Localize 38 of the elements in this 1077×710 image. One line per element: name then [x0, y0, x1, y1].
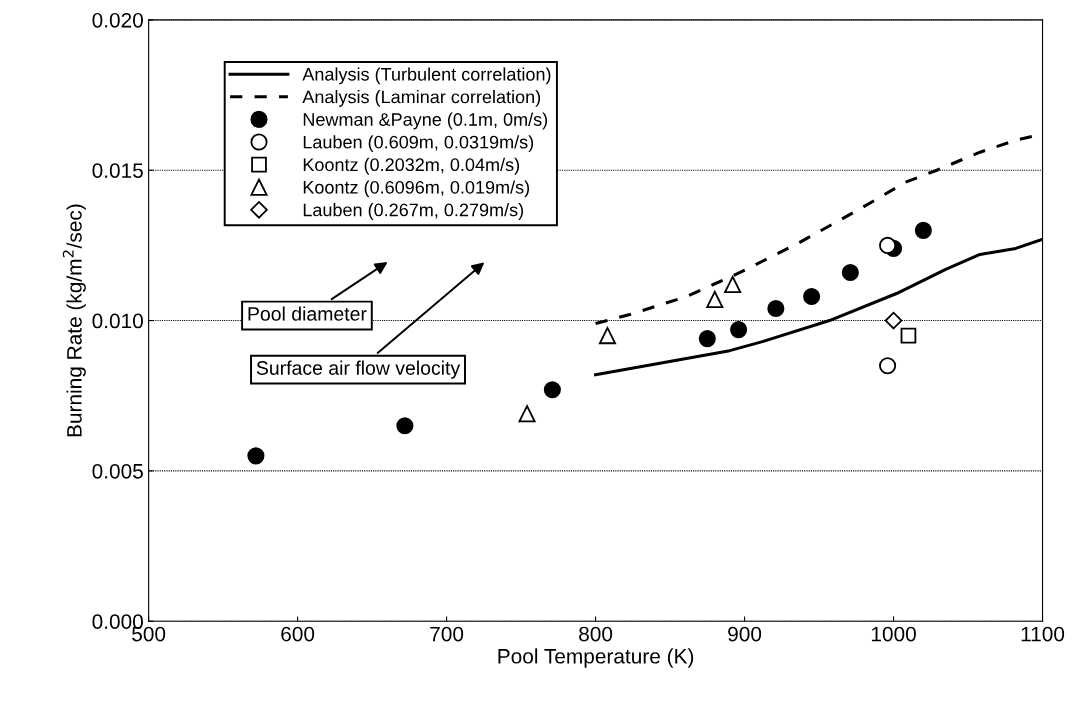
- y-axis-title: Burning Rate (kg/m$^{2}$/sec): [62, 204, 86, 437]
- legend-label: Koontz (0.2032m, 0.04m/s): [303, 157, 519, 175]
- point: [900, 327, 917, 344]
- point: [730, 321, 748, 339]
- legend-label: Lauben (0.267m, 0.279m/s): [303, 203, 524, 220]
- x-tick-label: 700: [430, 626, 464, 642]
- x-axis-title: Pool Temperature (K): [498, 648, 694, 668]
- legend-label: Lauben (0.609m, 0.0319m/s): [303, 135, 534, 153]
- x-tick-label: 600: [281, 626, 315, 642]
- point: [879, 236, 897, 254]
- point: [884, 311, 903, 330]
- point: [598, 327, 617, 345]
- point: [879, 357, 897, 375]
- point: [803, 287, 821, 306]
- legend-label: Analysis (Turbulent correlation): [302, 67, 551, 85]
- x-tick-label: 800: [579, 626, 613, 642]
- legend-label: Newman &Payne (0.1m, 0m/s): [303, 112, 548, 130]
- legend-label: Analysis (Laminar correlation): [302, 90, 541, 107]
- x-tick-label: 1000: [871, 626, 916, 642]
- point: [518, 405, 536, 423]
- annotation: Surface air flow velocity: [256, 360, 461, 379]
- legend-label: Koontz (0.6096m, 0.019m/s): [303, 180, 530, 198]
- point: [247, 447, 265, 465]
- point: [914, 221, 932, 239]
- x-tick-label: 900: [728, 626, 762, 642]
- y-tick-label: 0.020: [92, 12, 143, 28]
- annotation: Pool diameter: [248, 306, 367, 321]
- point: [543, 381, 561, 399]
- point: [706, 290, 724, 309]
- point: [396, 417, 414, 435]
- point: [767, 299, 785, 318]
- point: [724, 275, 742, 294]
- point: [698, 330, 716, 348]
- y-tick-label: 0.005: [92, 463, 143, 479]
- y-tick-label: 0.010: [92, 313, 143, 329]
- x-tick-label: 1100: [1021, 626, 1065, 642]
- point: [841, 263, 859, 281]
- y-tick-label: 0.015: [92, 163, 143, 178]
